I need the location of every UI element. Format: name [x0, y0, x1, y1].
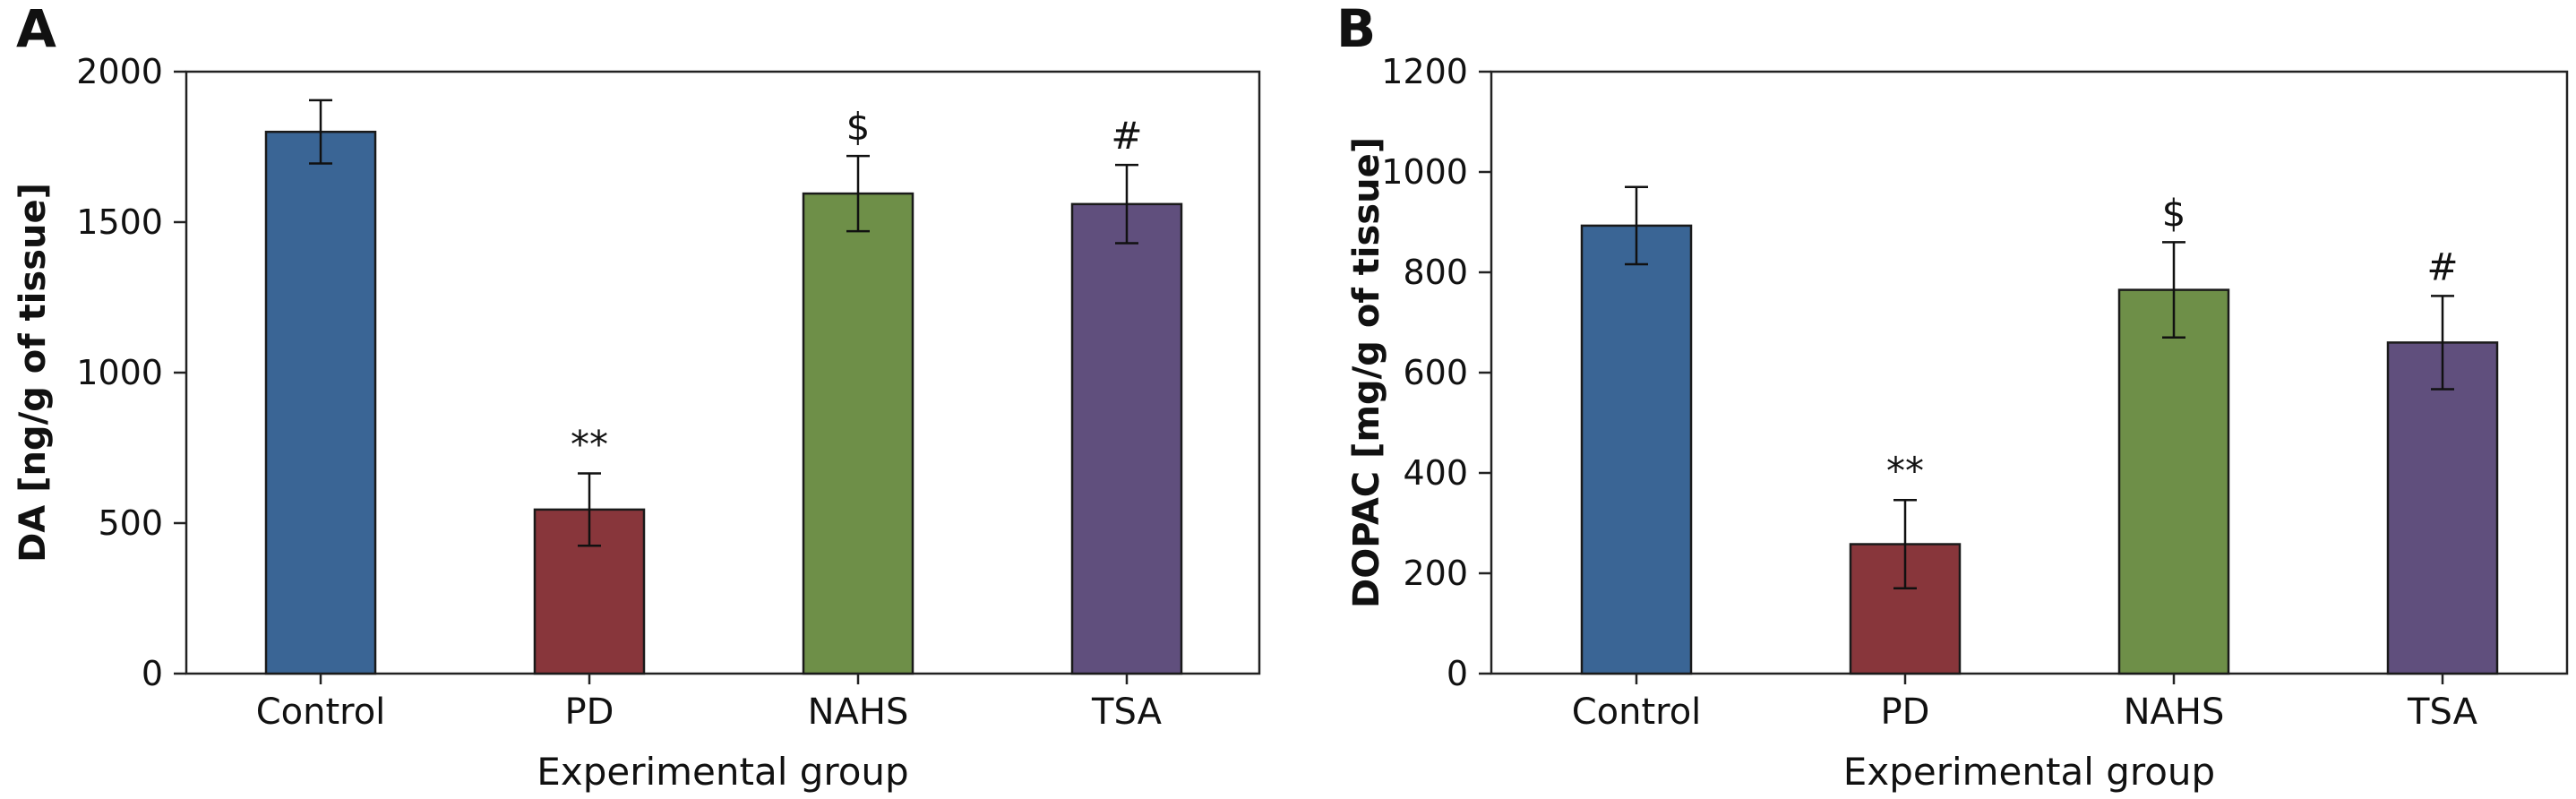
panel-label: B [1336, 0, 1376, 59]
category-label: NAHS [2124, 692, 2225, 733]
y-tick-label: 0 [1447, 654, 1468, 693]
bar-tsa [1070, 202, 1183, 675]
category-label: Control [256, 692, 386, 733]
y-tick-label: 2000 [76, 52, 163, 91]
category-label: TSA [2407, 692, 2478, 733]
y-tick-label: 500 [98, 503, 163, 543]
y-tick-label: 1500 [76, 202, 163, 242]
y-tick-label: 1200 [1381, 52, 1468, 91]
category-label: Control [1572, 692, 1702, 733]
y-tick-label: 400 [1403, 453, 1468, 493]
x-axis-title: Experimental group [537, 750, 908, 794]
bar-nahs [802, 192, 914, 675]
y-axis-title: DOPAC [mg/g of tissue] [1346, 137, 1387, 608]
significance-marker: # [2426, 245, 2458, 288]
significance-marker: $ [2162, 191, 2186, 235]
x-axis-title: Experimental group [1843, 750, 2215, 794]
significance-marker: $ [846, 105, 871, 149]
category-label: TSA [1091, 692, 1163, 733]
y-tick-label: 800 [1403, 253, 1468, 292]
y-tick-label: 600 [1403, 353, 1468, 392]
category-label: NAHS [808, 692, 909, 733]
bar-control [264, 130, 377, 675]
bar-tsa [2386, 341, 2499, 675]
y-axis-title: DA [ng/g of tissue] [13, 183, 54, 563]
category-label: PD [1881, 692, 1930, 733]
category-label: PD [565, 692, 614, 733]
y-tick-label: 1000 [76, 353, 163, 392]
significance-marker: ** [1886, 449, 1924, 493]
bar-nahs [2117, 288, 2230, 675]
bar-control [1580, 224, 1693, 675]
significance-marker: # [1111, 114, 1142, 158]
significance-marker: ** [571, 423, 608, 467]
y-tick-label: 200 [1403, 554, 1468, 593]
panel-label: A [16, 0, 56, 59]
y-tick-label: 1000 [1381, 152, 1468, 192]
y-tick-label: 0 [142, 654, 163, 693]
